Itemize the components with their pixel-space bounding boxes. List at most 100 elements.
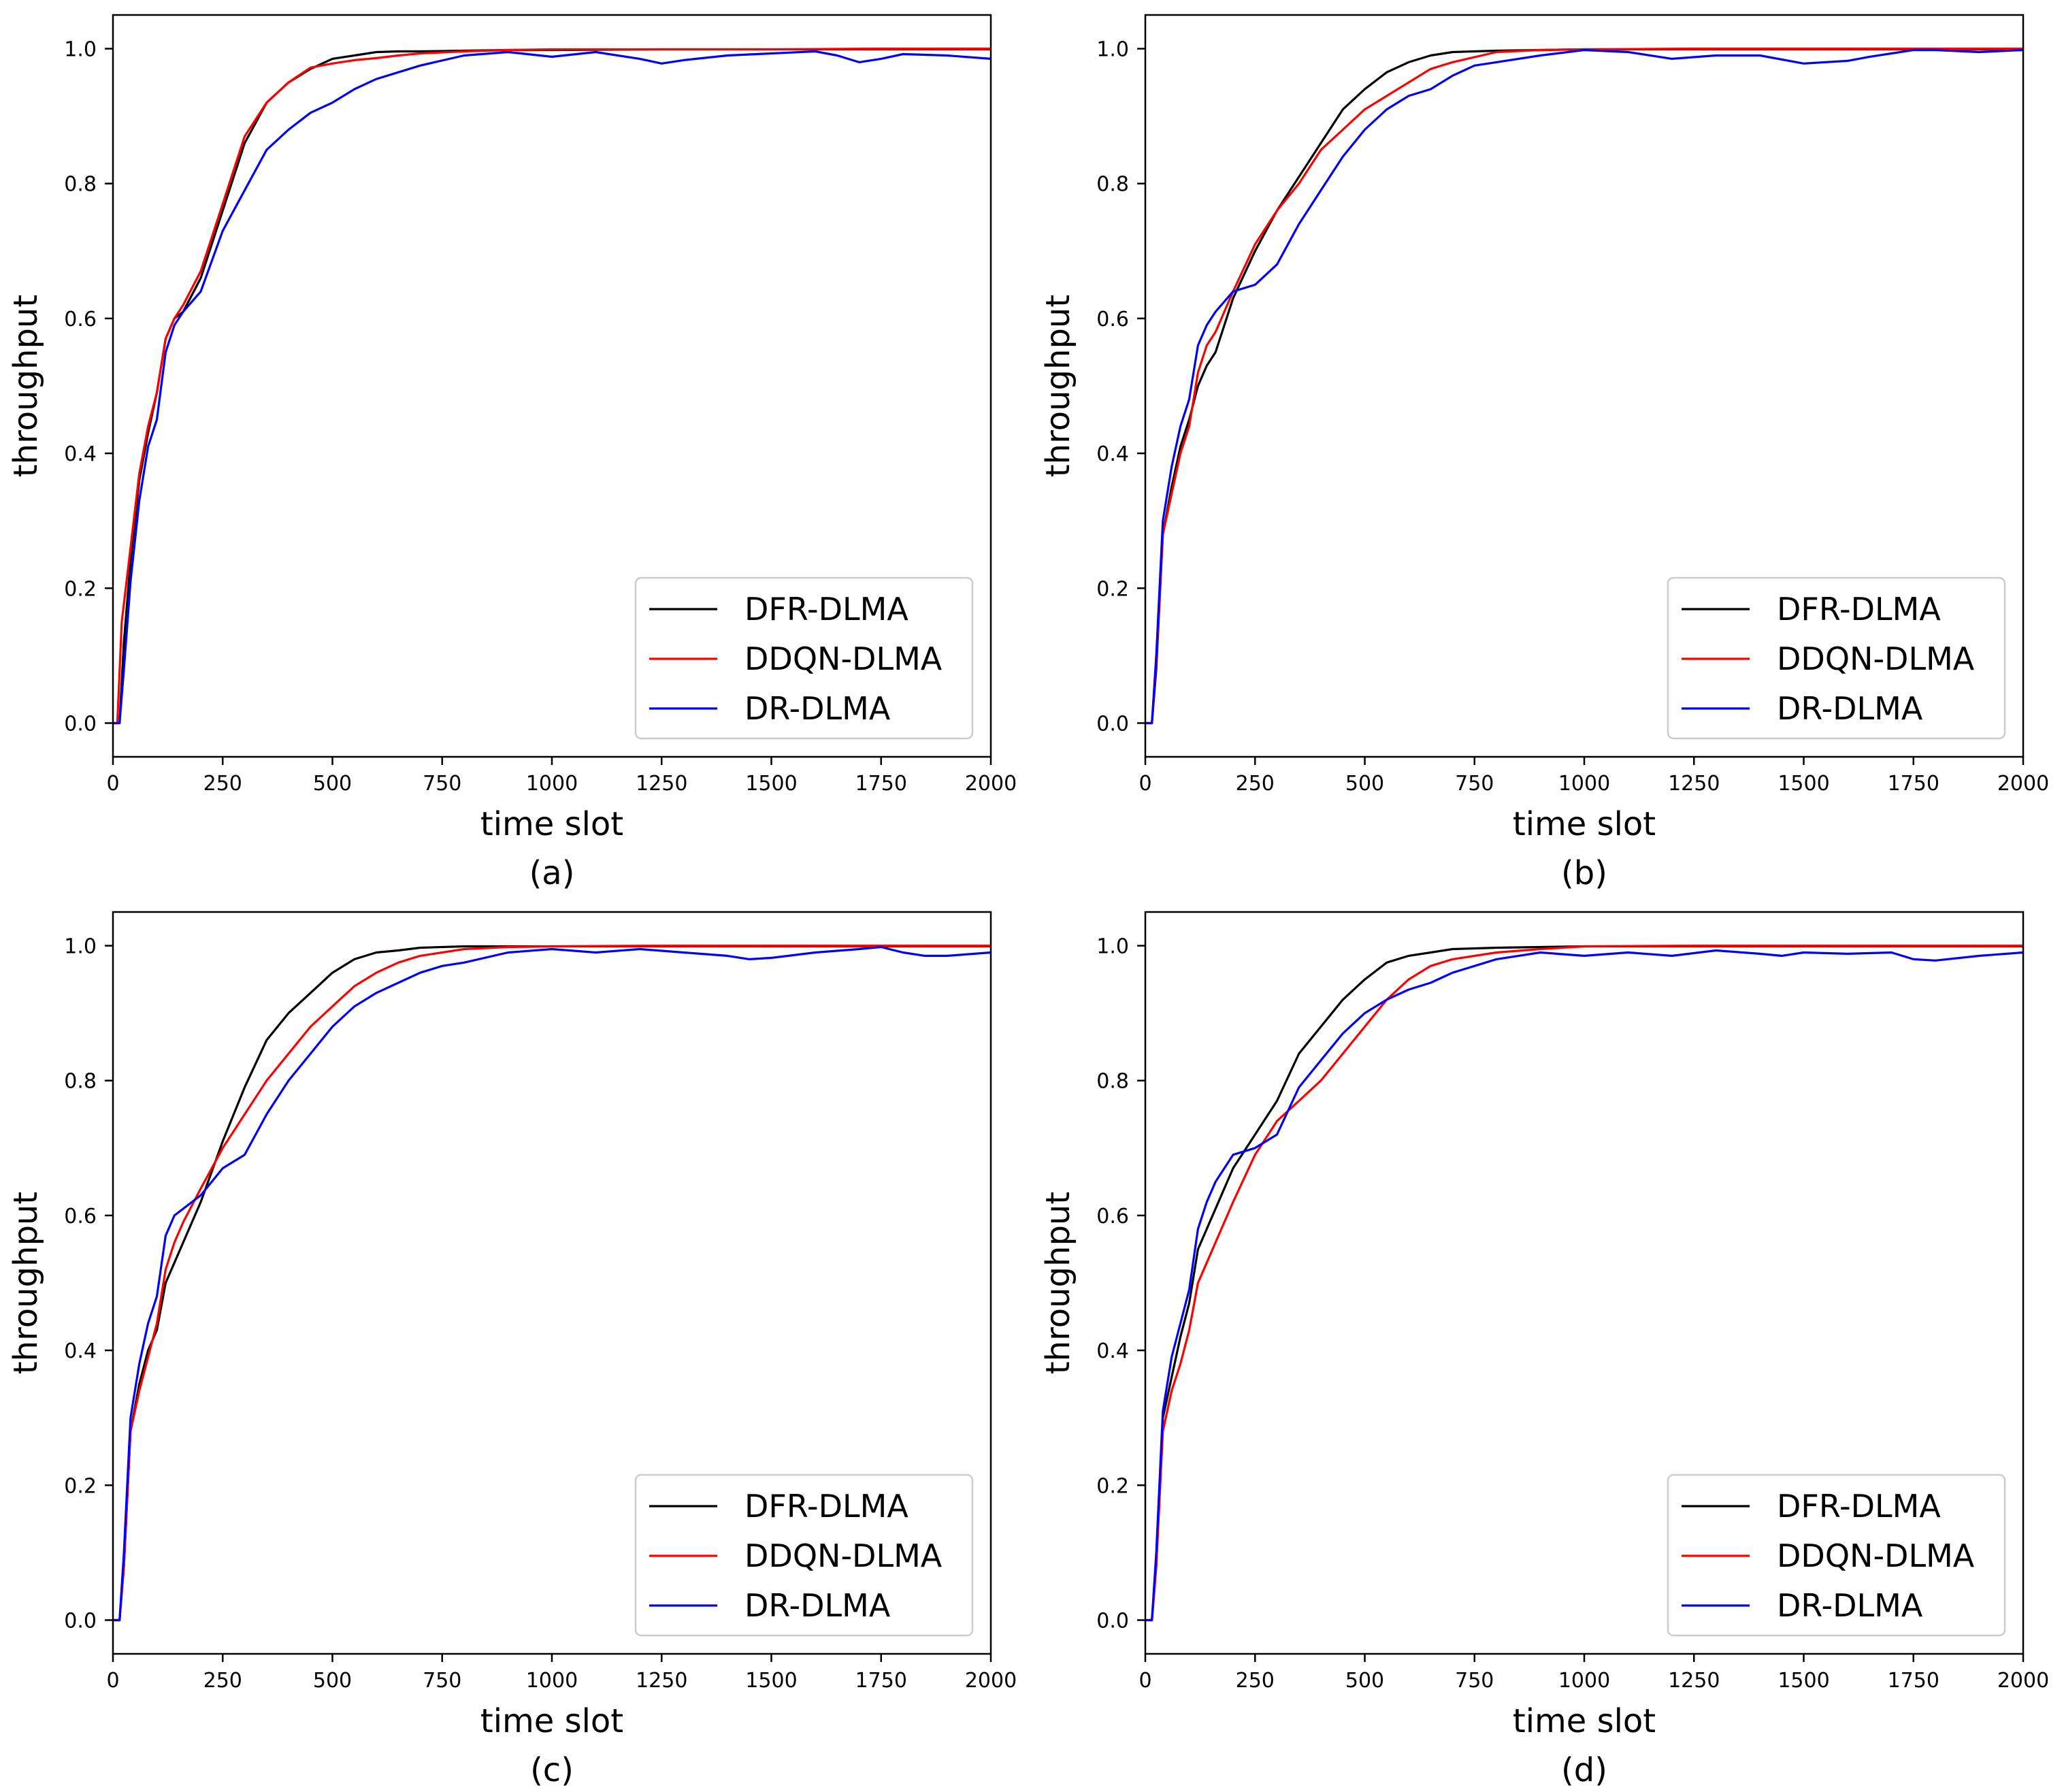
y-tick-label: 0.8 xyxy=(1096,173,1129,197)
x-axis-title: time slot xyxy=(1513,1702,1656,1740)
x-tick-label: 750 xyxy=(1455,772,1494,796)
panel-label: (c) xyxy=(530,1751,574,1789)
y-axis-title: throughput xyxy=(1039,295,1077,477)
series-line-dr-dlma xyxy=(113,945,991,1622)
x-tick-label: 2000 xyxy=(1997,772,2049,796)
y-tick-label: 0.6 xyxy=(1096,1205,1129,1228)
x-tick-label: 1750 xyxy=(855,1669,907,1693)
x-tick-label: 250 xyxy=(203,772,242,796)
series-line-dr-dlma xyxy=(1145,949,2023,1622)
x-tick-label: 500 xyxy=(1345,772,1384,796)
legend-label: DFR-DLMA xyxy=(744,591,908,628)
legend-label: DFR-DLMA xyxy=(1777,1488,1941,1525)
legend-box xyxy=(634,576,974,740)
x-tick-label: 1750 xyxy=(855,772,907,796)
panel-a: 0 250 500 750 1000 1250 1500 1750 2000 0.0 0.2 0.4 0… xyxy=(7,14,1017,892)
legend-label: DR-DLMA xyxy=(1777,690,1923,727)
x-tick-label: 1000 xyxy=(526,1669,578,1693)
x-tick-label: 750 xyxy=(1455,1669,1494,1693)
y-tick-label: 0.2 xyxy=(1096,577,1129,601)
legend-label: DFR-DLMA xyxy=(1777,591,1941,628)
panel-label: (b) xyxy=(1561,854,1607,892)
x-tick-label: 1750 xyxy=(1888,1669,1939,1693)
x-tick-label: 1500 xyxy=(1778,772,1829,796)
x-axis-title: time slot xyxy=(1513,805,1656,843)
panel-c: 0 250 500 750 1000 1250 1500 1750 2000 0.0 0.2 0.4 0… xyxy=(7,911,1017,1789)
x-tick-label: 500 xyxy=(1345,1669,1384,1693)
y-tick-label: 0.0 xyxy=(1096,1609,1129,1633)
x-tick-label: 0 xyxy=(1139,772,1151,796)
x-tick-label: 1000 xyxy=(1558,1669,1610,1693)
x-tick-label: 1250 xyxy=(636,1669,687,1693)
x-tick-label: 1000 xyxy=(1558,772,1610,796)
x-tick-label: 0 xyxy=(106,772,119,796)
x-tick-label: 250 xyxy=(1236,772,1275,796)
y-tick-label: 1.0 xyxy=(64,38,97,62)
y-tick-label: 0.6 xyxy=(1096,308,1129,331)
legend-label: DR-DLMA xyxy=(744,690,891,727)
y-axis-title: throughput xyxy=(7,1192,45,1374)
x-tick-label: 1500 xyxy=(745,1669,797,1693)
legend-label: DFR-DLMA xyxy=(744,1488,908,1525)
legend-label: DR-DLMA xyxy=(1777,1587,1923,1624)
panel-label: (d) xyxy=(1561,1751,1607,1789)
y-tick-label: 0.6 xyxy=(64,308,97,331)
x-tick-label: 1500 xyxy=(1778,1669,1829,1693)
legend-label: DR-DLMA xyxy=(744,1587,891,1624)
legend-box xyxy=(1667,576,2006,740)
x-tick-label: 1750 xyxy=(1888,772,1939,796)
x-tick-label: 2000 xyxy=(965,772,1017,796)
series-line-ddqn-dlma xyxy=(113,47,991,725)
y-tick-label: 0.0 xyxy=(1096,712,1129,736)
x-tick-label: 750 xyxy=(423,1669,461,1693)
y-tick-label: 0.8 xyxy=(64,1070,97,1094)
x-tick-label: 1250 xyxy=(1668,1669,1720,1693)
y-tick-label: 0.0 xyxy=(64,1609,97,1633)
y-tick-label: 0.8 xyxy=(1096,1070,1129,1094)
panel-d: 0 250 500 750 1000 1250 1500 1750 2000 0.0 0.2 0.4 0… xyxy=(1039,911,2049,1789)
legend-label: DDQN-DLMA xyxy=(744,640,943,677)
y-tick-label: 0.2 xyxy=(64,1474,97,1498)
x-tick-label: 250 xyxy=(1236,1669,1275,1693)
panel-label: (a) xyxy=(529,854,575,892)
y-tick-label: 1.0 xyxy=(1096,38,1129,62)
y-tick-label: 0.4 xyxy=(1096,442,1129,466)
x-tick-label: 250 xyxy=(203,1669,242,1693)
x-axis-title: time slot xyxy=(480,805,623,843)
series-line-ddqn-dlma xyxy=(1145,47,2023,725)
series-line-ddqn-dlma xyxy=(113,944,991,1622)
y-tick-label: 0.0 xyxy=(64,712,97,736)
legend-label: DDQN-DLMA xyxy=(744,1537,943,1574)
x-tick-label: 1250 xyxy=(1668,772,1720,796)
y-tick-label: 0.6 xyxy=(64,1205,97,1228)
panel-b: 0 250 500 750 1000 1250 1500 1750 2000 0.0 0.2 0.4 0… xyxy=(1039,14,2049,892)
y-tick-label: 0.4 xyxy=(1096,1339,1129,1363)
y-tick-label: 0.2 xyxy=(1096,1474,1129,1498)
legend-label: DDQN-DLMA xyxy=(1777,1537,1975,1574)
series-line-dr-dlma xyxy=(113,50,991,725)
legend-box xyxy=(1667,1473,2006,1637)
y-tick-label: 0.8 xyxy=(64,173,97,197)
x-tick-label: 1500 xyxy=(745,772,797,796)
y-tick-label: 0.4 xyxy=(64,1339,97,1363)
series-line-dr-dlma xyxy=(1145,48,2023,725)
x-tick-label: 0 xyxy=(1139,1669,1151,1693)
x-tick-label: 1250 xyxy=(636,772,687,796)
y-axis-title: throughput xyxy=(7,295,45,477)
series-line-ddqn-dlma xyxy=(1145,944,2023,1622)
x-axis-title: time slot xyxy=(480,1702,623,1740)
x-tick-label: 2000 xyxy=(965,1669,1017,1693)
x-tick-label: 2000 xyxy=(1997,1669,2049,1693)
y-tick-label: 0.2 xyxy=(64,577,97,601)
y-tick-label: 1.0 xyxy=(1096,935,1129,959)
x-tick-label: 0 xyxy=(106,1669,119,1693)
x-tick-label: 750 xyxy=(423,772,461,796)
x-tick-label: 500 xyxy=(313,772,352,796)
legend-box xyxy=(634,1473,974,1637)
y-tick-label: 0.4 xyxy=(64,442,97,466)
y-axis-title: throughput xyxy=(1039,1192,1077,1374)
x-tick-label: 1000 xyxy=(526,772,578,796)
legend-label: DDQN-DLMA xyxy=(1777,640,1975,677)
y-tick-label: 1.0 xyxy=(64,935,97,959)
